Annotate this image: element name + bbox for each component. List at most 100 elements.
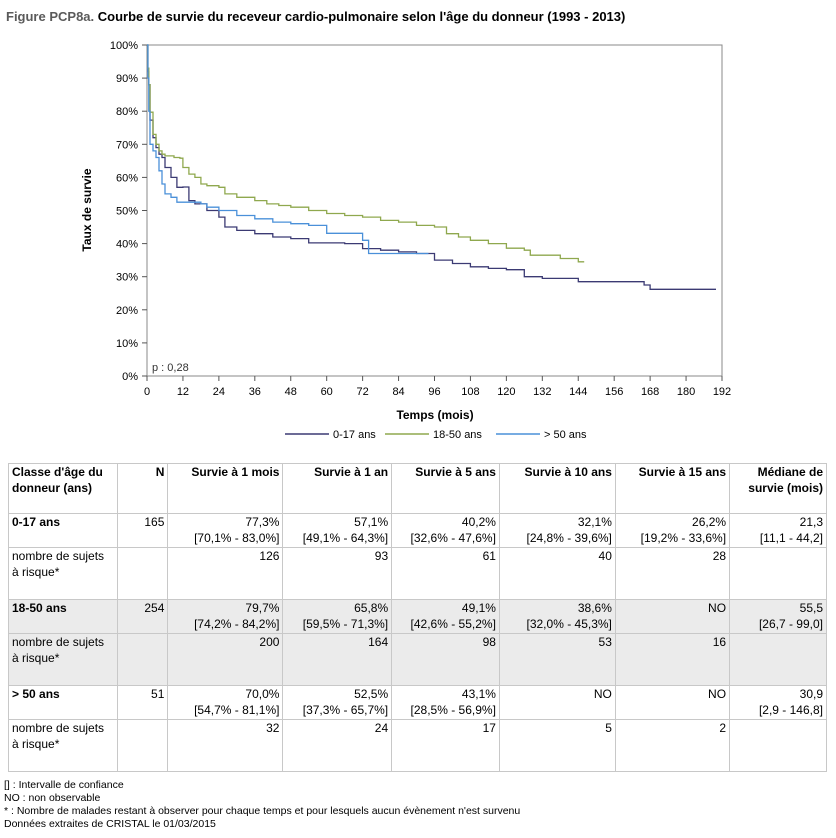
- p-value-annotation: p : 0,28: [152, 362, 189, 374]
- figure-title: Figure PCP8a. Courbe de survie du receve…: [6, 9, 625, 24]
- x-axis-label: Temps (mois): [396, 408, 473, 422]
- figure-number: Figure PCP8a.: [6, 9, 95, 24]
- table-header-cell: Survie à 15 ans: [614, 463, 731, 514]
- y-tick-label: 40%: [116, 239, 138, 251]
- x-tick-label: 12: [177, 386, 189, 398]
- table-header-cell: Médiane de survie (mois): [729, 463, 827, 514]
- table-row: > 50 ans 51 70,0% [54,7% - 81,1%] 52,5% [37,3…: [8, 685, 827, 720]
- y-axis-label: Taux de survie: [80, 168, 94, 251]
- risk-label: nombre de sujets à risque*: [8, 633, 118, 686]
- risk-cell: 32: [167, 719, 284, 772]
- group-n: 165: [116, 513, 169, 548]
- y-tick-label: 100%: [110, 40, 138, 52]
- risk-cell: [729, 547, 827, 600]
- y-tick-label: 10%: [116, 338, 138, 350]
- risk-n-empty: [116, 719, 169, 772]
- survival-cell: 57,1% [49,1% - 64,3%]: [282, 513, 393, 548]
- group-n: 254: [116, 599, 169, 634]
- x-tick-label: 48: [285, 386, 297, 398]
- group-label: > 50 ans: [8, 685, 118, 720]
- x-tick-label: 84: [392, 386, 404, 398]
- risk-cell: 24: [282, 719, 393, 772]
- risk-n-empty: [116, 633, 169, 686]
- y-tick-label: 60%: [116, 172, 138, 184]
- footnote-source: Données extraites de CRISTAL le 01/03/20…: [4, 818, 216, 830]
- risk-label: nombre de sujets à risque*: [8, 719, 118, 772]
- table-header-cell: Survie à 10 ans: [498, 463, 616, 514]
- survival-cell: NO: [614, 599, 731, 634]
- risk-cell: 98: [391, 633, 500, 686]
- x-tick-label: 36: [249, 386, 261, 398]
- table-header-cell: Survie à 1 an: [282, 463, 393, 514]
- risk-cell: [729, 719, 827, 772]
- x-tick-label: 192: [713, 386, 731, 398]
- group-label: 0-17 ans: [8, 513, 118, 548]
- table-header-cell: Survie à 5 ans: [391, 463, 500, 514]
- footnotes: [] : Intervalle de confiance NO : non ob…: [4, 779, 520, 831]
- x-tick-label: 144: [569, 386, 587, 398]
- risk-cell: 40: [498, 547, 616, 600]
- y-tick-label: 90%: [116, 73, 138, 85]
- survival-cell: 26,2% [19,2% - 33,6%]: [614, 513, 731, 548]
- risk-cell: 61: [391, 547, 500, 600]
- footnote-risk: * : Nombre de malades restant à observer…: [4, 805, 521, 817]
- x-tick-label: 60: [321, 386, 333, 398]
- x-tick-label: 180: [677, 386, 695, 398]
- survival-chart: 0% 10% 20% 30% 40% 50% 60% 70% 80% 90% 100% 0 12 24 3…: [80, 40, 731, 441]
- survival-cell: 30,9 [2,9 - 146,8]: [729, 685, 827, 720]
- table-row: nombre de sujets à risque* 126 93 61 40 28: [8, 547, 827, 600]
- table-header-cell: N: [116, 463, 169, 514]
- survival-cell: 55,5 [26,7 - 99,0]: [729, 599, 827, 634]
- risk-cell: 164: [282, 633, 393, 686]
- table-row: nombre de sujets à risque* 200 164 98 53 16: [8, 633, 827, 686]
- legend-label: 18-50 ans: [433, 429, 482, 441]
- table-row: nombre de sujets à risque* 32 24 17 5 2: [8, 719, 827, 772]
- series-line-0: [147, 44, 716, 290]
- survival-cell: 21,3 [11,1 - 44,2]: [729, 513, 827, 548]
- x-tick-label: 156: [605, 386, 623, 398]
- survival-cell: 38,6% [32,0% - 45,3%]: [498, 599, 616, 634]
- y-axis: 0% 10% 20% 30% 40% 50% 60% 70% 80% 90% 100%: [110, 40, 147, 383]
- series-line-2: [147, 44, 429, 255]
- y-tick-label: 80%: [116, 106, 138, 118]
- risk-label: nombre de sujets à risque*: [8, 547, 118, 600]
- survival-cell: 32,1% [24,8% - 39,6%]: [498, 513, 616, 548]
- x-tick-label: 0: [144, 386, 150, 398]
- x-tick-label: 108: [461, 386, 479, 398]
- risk-cell: 126: [167, 547, 284, 600]
- y-tick-label: 30%: [116, 272, 138, 284]
- survival-cell: NO: [614, 685, 731, 720]
- y-tick-label: 0%: [122, 371, 138, 383]
- risk-cell: 93: [282, 547, 393, 600]
- y-tick-label: 20%: [116, 305, 138, 317]
- legend: 0-17 ans 18-50 ans > 50 ans: [285, 429, 587, 441]
- x-axis: 0 12 24 36 48 60 72 84 96 108 120 132 144 156 168 180 19…: [144, 376, 731, 398]
- table-header-cell: Survie à 1 mois: [167, 463, 284, 514]
- risk-cell: 200: [167, 633, 284, 686]
- y-tick-label: 50%: [116, 206, 138, 218]
- risk-cell: 53: [498, 633, 616, 686]
- x-tick-label: 168: [641, 386, 659, 398]
- survival-cell: 65,8% [59,5% - 71,3%]: [282, 599, 393, 634]
- risk-cell: 16: [614, 633, 731, 686]
- survival-table: Classe d'âge du donneur (ans) N Survie à 1…: [8, 463, 827, 772]
- group-label: 18-50 ans: [8, 599, 118, 634]
- footnote-ci: [] : Intervalle de confiance: [4, 779, 124, 791]
- survival-cell: 43,1% [28,5% - 56,9%]: [391, 685, 500, 720]
- table-row: Classe d'âge du donneur (ans) N Survie à 1…: [8, 463, 827, 514]
- survival-cell: 79,7% [74,2% - 84,2%]: [167, 599, 284, 634]
- risk-n-empty: [116, 547, 169, 600]
- table-header-cell: Classe d'âge du donneur (ans): [8, 463, 118, 514]
- risk-cell: 28: [614, 547, 731, 600]
- table-row: 0-17 ans 165 77,3% [70,1% - 83,0%] 57,1% [49,…: [8, 513, 827, 548]
- x-tick-label: 96: [428, 386, 440, 398]
- table-row: 18-50 ans 254 79,7% [74,2% - 84,2%] 65,8% [59…: [8, 599, 827, 634]
- group-n: 51: [116, 685, 169, 720]
- legend-label: 0-17 ans: [333, 429, 376, 441]
- survival-cell: NO: [498, 685, 616, 720]
- footnote-no: NO : non observable: [4, 792, 101, 804]
- risk-cell: [729, 633, 827, 686]
- figure-title-text: Courbe de survie du receveur cardio-pulm…: [97, 9, 626, 24]
- risk-cell: 17: [391, 719, 500, 772]
- risk-cell: 2: [614, 719, 731, 772]
